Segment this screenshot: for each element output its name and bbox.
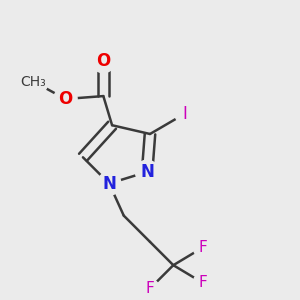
Circle shape	[54, 87, 77, 111]
Text: N: N	[140, 163, 154, 181]
Text: F: F	[198, 275, 207, 290]
Circle shape	[135, 160, 159, 184]
Text: O: O	[58, 90, 73, 108]
Text: O: O	[96, 52, 110, 70]
Circle shape	[19, 67, 48, 96]
Circle shape	[193, 238, 212, 257]
Circle shape	[193, 273, 212, 292]
Circle shape	[175, 103, 195, 124]
Text: F: F	[198, 240, 207, 255]
Circle shape	[141, 279, 159, 298]
Text: N: N	[102, 175, 116, 193]
Circle shape	[92, 50, 115, 73]
Text: F: F	[146, 281, 154, 296]
Text: I: I	[183, 105, 188, 123]
Text: CH₃: CH₃	[20, 74, 46, 88]
Circle shape	[98, 172, 121, 195]
